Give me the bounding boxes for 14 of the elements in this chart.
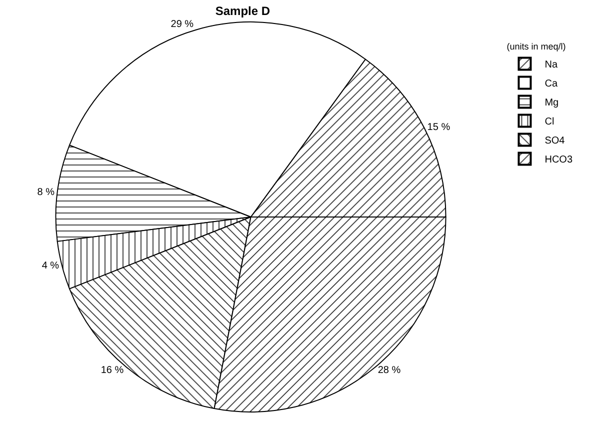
data-label: 29 % [170,19,194,30]
legend-label: Cl [544,116,554,128]
data-label: 28 % [378,365,401,376]
data-label: 15 % [427,122,450,133]
legend-label: Na [544,60,558,71]
data-label: 8 % [37,186,55,198]
legend-label: Mg [544,98,559,109]
chart-title: Sample D [215,4,270,18]
legend-label: SO4 [544,136,566,147]
data-label: 4 % [42,260,60,272]
legend-label: HCO3 [544,154,573,166]
data-label: 16 % [100,365,124,376]
legend-label: Ca [544,78,558,90]
legend-title: (units in meq/l) [506,41,566,52]
